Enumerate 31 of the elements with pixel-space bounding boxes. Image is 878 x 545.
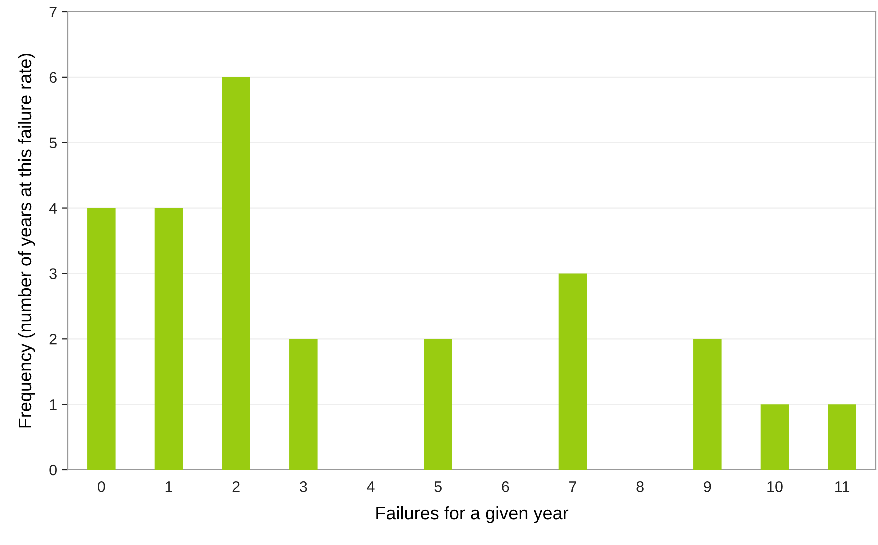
x-tick-label: 10 bbox=[768, 482, 783, 492]
x-tick-label: 0 bbox=[98, 482, 106, 492]
y-axis-title: Frequency (number of years at this failure rate) bbox=[18, 54, 36, 428]
y-tick-label: 2 bbox=[50, 334, 57, 345]
y-tick-label: 7 bbox=[50, 7, 57, 18]
x-tick-label: 2 bbox=[232, 482, 240, 492]
y-tick-label: 5 bbox=[50, 138, 57, 149]
bar bbox=[222, 77, 250, 470]
bar bbox=[290, 339, 318, 470]
bar bbox=[760, 404, 790, 470]
bar bbox=[694, 339, 722, 470]
x-tick-label: 4 bbox=[367, 482, 375, 492]
y-tick-label: 1 bbox=[50, 400, 57, 410]
bar bbox=[88, 208, 116, 470]
bar bbox=[828, 404, 856, 470]
x-tick-label: 1 bbox=[166, 482, 173, 492]
x-tick-label: 3 bbox=[300, 482, 308, 492]
bar bbox=[154, 208, 184, 470]
bar bbox=[558, 274, 588, 470]
x-tick-label: 9 bbox=[704, 482, 712, 492]
x-tick-label: 11 bbox=[836, 482, 850, 492]
x-tick-label: 7 bbox=[570, 482, 576, 492]
y-tick-label: 4 bbox=[49, 203, 58, 214]
y-tick-label: 3 bbox=[50, 268, 57, 280]
y-tick-label: 6 bbox=[50, 72, 57, 84]
x-axis-title: Failures for a given year bbox=[376, 506, 569, 524]
y-tick-label: 0 bbox=[50, 464, 57, 476]
x-tick-label: 8 bbox=[636, 482, 644, 492]
bar bbox=[424, 339, 452, 470]
x-tick-label: 6 bbox=[502, 482, 510, 492]
x-tick-label: 5 bbox=[434, 482, 442, 492]
